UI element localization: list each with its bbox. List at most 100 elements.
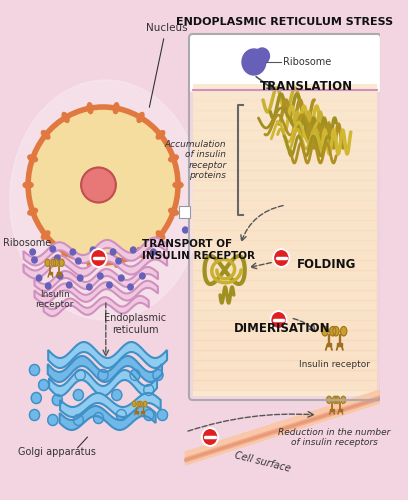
Ellipse shape — [23, 182, 33, 188]
Circle shape — [90, 247, 96, 253]
Bar — [193, 370, 377, 380]
Text: TRANSLATION: TRANSLATION — [260, 80, 353, 92]
Circle shape — [29, 364, 40, 376]
Polygon shape — [34, 281, 158, 303]
Bar — [193, 130, 377, 140]
Bar — [193, 270, 377, 280]
Ellipse shape — [173, 182, 183, 188]
Ellipse shape — [330, 326, 336, 336]
Bar — [193, 190, 377, 200]
Circle shape — [70, 249, 75, 255]
Polygon shape — [23, 252, 167, 278]
Polygon shape — [48, 342, 167, 368]
Bar — [193, 160, 377, 170]
Circle shape — [151, 249, 156, 255]
Circle shape — [273, 249, 290, 267]
Text: TRANSPORT OF
INSULIN RECEPTOR: TRANSPORT OF INSULIN RECEPTOR — [142, 239, 255, 261]
Text: Reduction in the number
of insulin receptors: Reduction in the number of insulin recep… — [278, 428, 390, 448]
Circle shape — [202, 428, 218, 446]
Text: FOLDING: FOLDING — [297, 258, 357, 272]
Polygon shape — [48, 356, 162, 382]
Circle shape — [78, 275, 83, 281]
Ellipse shape — [41, 231, 50, 239]
Text: Insulin
receptor: Insulin receptor — [35, 290, 74, 310]
Circle shape — [48, 414, 58, 426]
Circle shape — [73, 390, 83, 400]
Ellipse shape — [143, 401, 147, 407]
Ellipse shape — [45, 259, 50, 266]
Bar — [326, 343, 331, 345]
Circle shape — [96, 256, 101, 262]
Bar — [193, 170, 377, 180]
Bar — [57, 272, 60, 274]
Bar — [193, 330, 377, 340]
Circle shape — [153, 370, 163, 380]
Circle shape — [98, 370, 108, 380]
Polygon shape — [60, 406, 155, 430]
Circle shape — [75, 258, 81, 264]
Circle shape — [140, 273, 145, 279]
Circle shape — [55, 255, 60, 261]
Polygon shape — [23, 238, 167, 266]
Circle shape — [30, 249, 35, 255]
Circle shape — [86, 284, 92, 290]
Ellipse shape — [322, 326, 328, 336]
Bar — [49, 272, 52, 274]
Bar — [193, 180, 377, 190]
Text: Accumulation
of insulin
receptor
proteins: Accumulation of insulin receptor protein… — [165, 140, 226, 180]
Ellipse shape — [139, 401, 142, 407]
Ellipse shape — [51, 259, 56, 266]
Text: ENDOPLASMIC RETICULUM STRESS: ENDOPLASMIC RETICULUM STRESS — [176, 17, 394, 27]
Text: Ribosome: Ribosome — [3, 238, 51, 248]
FancyBboxPatch shape — [193, 84, 377, 396]
Polygon shape — [185, 390, 380, 465]
Text: Nucleus: Nucleus — [146, 23, 188, 33]
Polygon shape — [185, 396, 380, 462]
Text: Ribosome: Ribosome — [283, 57, 331, 67]
Bar — [193, 280, 377, 290]
Circle shape — [183, 209, 190, 217]
Ellipse shape — [87, 102, 93, 114]
Circle shape — [93, 412, 104, 424]
Ellipse shape — [169, 208, 178, 215]
Ellipse shape — [62, 112, 69, 122]
Bar — [193, 120, 377, 130]
Circle shape — [31, 392, 41, 404]
Ellipse shape — [10, 80, 202, 320]
Ellipse shape — [137, 401, 140, 407]
Bar — [193, 360, 377, 370]
Bar — [193, 200, 377, 210]
Ellipse shape — [137, 248, 144, 258]
Bar — [193, 350, 377, 360]
FancyBboxPatch shape — [189, 34, 381, 92]
Circle shape — [107, 282, 112, 288]
Bar — [337, 343, 342, 345]
Circle shape — [45, 283, 51, 289]
Ellipse shape — [333, 326, 339, 336]
Ellipse shape — [113, 256, 119, 268]
Ellipse shape — [169, 155, 178, 162]
Bar — [193, 340, 377, 350]
Circle shape — [29, 410, 40, 420]
Circle shape — [128, 284, 133, 290]
Ellipse shape — [132, 401, 136, 407]
Bar — [193, 320, 377, 330]
Bar — [193, 230, 377, 240]
Ellipse shape — [341, 396, 346, 404]
Ellipse shape — [341, 326, 347, 336]
Ellipse shape — [53, 259, 58, 266]
Bar — [193, 220, 377, 230]
Circle shape — [67, 282, 72, 288]
Ellipse shape — [113, 102, 119, 114]
Bar — [330, 409, 334, 411]
Bar — [193, 380, 377, 390]
Bar — [193, 110, 377, 120]
Bar — [193, 140, 377, 150]
Polygon shape — [49, 370, 157, 396]
Circle shape — [52, 394, 62, 406]
Circle shape — [116, 410, 126, 420]
Bar — [135, 411, 138, 412]
Circle shape — [242, 49, 266, 75]
Circle shape — [144, 384, 154, 396]
Polygon shape — [34, 267, 158, 291]
